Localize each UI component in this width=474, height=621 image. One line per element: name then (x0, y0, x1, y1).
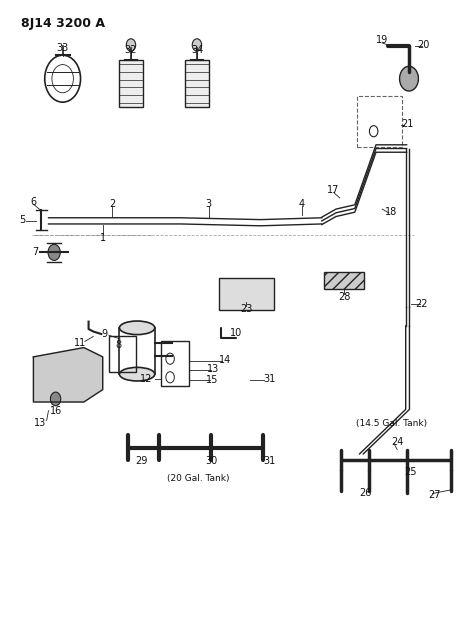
Text: (14.5 Gal. Tank): (14.5 Gal. Tank) (356, 419, 427, 427)
Bar (357, 96, 402, 147)
Bar (324, 272, 365, 289)
Bar (119, 60, 143, 107)
Text: 12: 12 (140, 373, 153, 384)
Text: 25: 25 (404, 468, 417, 478)
Text: 17: 17 (328, 185, 340, 195)
Text: 19: 19 (376, 35, 388, 45)
Ellipse shape (119, 368, 155, 381)
Text: 20: 20 (418, 40, 430, 50)
Text: 26: 26 (359, 488, 371, 498)
Text: 29: 29 (136, 456, 148, 466)
Text: 33: 33 (56, 43, 69, 53)
Ellipse shape (119, 321, 155, 335)
Text: 23: 23 (240, 304, 253, 314)
Text: 10: 10 (230, 329, 242, 338)
Text: 18: 18 (385, 207, 398, 217)
Text: 5: 5 (19, 215, 25, 225)
Text: 24: 24 (391, 437, 403, 446)
Circle shape (126, 39, 136, 51)
Text: 34: 34 (191, 45, 203, 55)
Text: 11: 11 (74, 338, 87, 348)
Bar (109, 337, 136, 373)
Text: 8J14 3200 A: 8J14 3200 A (21, 17, 105, 30)
Text: 30: 30 (205, 456, 217, 466)
Bar (219, 278, 273, 310)
Text: 13: 13 (34, 418, 46, 428)
Text: 4: 4 (299, 199, 305, 209)
Text: 31: 31 (263, 373, 275, 384)
Circle shape (48, 244, 60, 260)
Bar (185, 60, 209, 107)
Text: 28: 28 (338, 292, 351, 302)
Text: 8: 8 (115, 340, 121, 350)
Text: 7: 7 (32, 247, 38, 257)
Bar (161, 342, 189, 386)
Text: 6: 6 (30, 197, 36, 207)
Polygon shape (34, 348, 103, 402)
Text: 3: 3 (206, 199, 212, 209)
Text: 21: 21 (401, 119, 414, 129)
Text: 2: 2 (109, 199, 115, 209)
Text: 32: 32 (125, 45, 137, 55)
Circle shape (192, 39, 201, 51)
Text: 1: 1 (100, 232, 106, 243)
Text: (20 Gal. Tank): (20 Gal. Tank) (167, 474, 229, 483)
Text: 27: 27 (428, 490, 441, 500)
Text: 9: 9 (101, 329, 107, 339)
Circle shape (400, 66, 419, 91)
Text: 31: 31 (263, 456, 275, 466)
Text: 13: 13 (207, 365, 219, 374)
Text: 16: 16 (49, 406, 62, 415)
Circle shape (50, 392, 61, 406)
Text: 14: 14 (219, 355, 231, 365)
Text: 22: 22 (416, 299, 428, 309)
Text: 15: 15 (206, 374, 219, 385)
